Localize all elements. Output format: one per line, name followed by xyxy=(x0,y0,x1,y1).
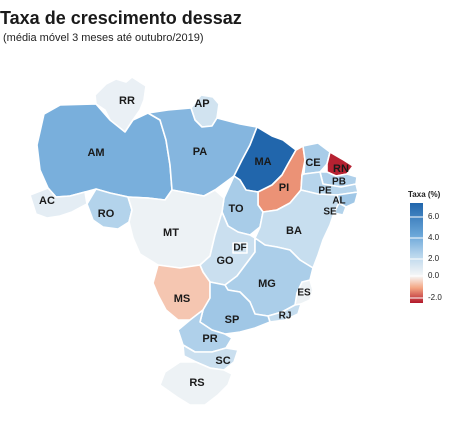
label-SP: SP xyxy=(225,314,240,326)
label-GO: GO xyxy=(216,255,234,267)
legend-tick-label: -2.0 xyxy=(428,293,442,302)
chart-title: Taxa de crescimento dessaz xyxy=(0,8,242,28)
label-AL: AL xyxy=(332,196,345,207)
label-TO: TO xyxy=(228,203,244,215)
state-DF xyxy=(232,242,248,254)
label-RO: RO xyxy=(98,208,115,220)
label-DF: DF xyxy=(233,243,246,254)
label-RR: RR xyxy=(119,95,135,107)
label-RJ: RJ xyxy=(279,311,292,322)
legend-tick-label: 2.0 xyxy=(428,254,440,263)
chart-subtitle: (média móvel 3 meses até outubro/2019) xyxy=(3,32,204,44)
label-MS: MS xyxy=(174,293,191,305)
label-MA: MA xyxy=(254,156,271,168)
legend-colorbar xyxy=(410,203,423,303)
label-MT: MT xyxy=(163,227,179,239)
label-PR: PR xyxy=(202,333,217,345)
state-PR xyxy=(177,309,233,353)
color-legend: Taxa (%) 6.0 4.0 2.0 0.0 -2.0 xyxy=(408,190,442,303)
legend-title: Taxa (%) xyxy=(408,190,441,199)
label-SE: SE xyxy=(323,207,337,218)
label-PI: PI xyxy=(279,182,289,194)
label-PA: PA xyxy=(193,146,208,158)
label-RS: RS xyxy=(189,377,204,389)
label-PB: PB xyxy=(332,177,346,188)
label-AM: AM xyxy=(87,147,104,159)
label-AC: AC xyxy=(39,195,55,207)
label-BA: BA xyxy=(286,225,302,237)
label-SC: SC xyxy=(215,355,230,367)
state-RR xyxy=(94,76,147,133)
label-MG: MG xyxy=(258,278,276,290)
legend-tick-label: 0.0 xyxy=(428,271,440,280)
label-AP: AP xyxy=(194,98,209,110)
state-SC xyxy=(182,344,239,371)
label-RN: RN xyxy=(333,163,349,175)
legend-tick-label: 6.0 xyxy=(428,212,440,221)
state-RJ xyxy=(267,303,302,323)
legend-tick-label: 4.0 xyxy=(428,233,440,242)
state-RS xyxy=(159,361,233,406)
label-ES: ES xyxy=(297,288,311,299)
state-ES xyxy=(294,279,314,306)
label-CE: CE xyxy=(305,157,320,169)
label-PE: PE xyxy=(318,186,332,197)
state-CE xyxy=(302,142,331,175)
